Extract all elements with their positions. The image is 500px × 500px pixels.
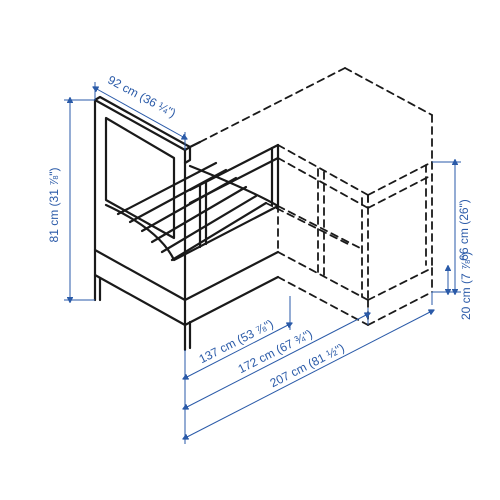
dim-length-1: 137 cm (53 ⅞") [185, 296, 290, 384]
bed-solid [95, 97, 278, 350]
dim-clear-label: 20 cm (7 ⅞") [459, 252, 473, 320]
dimension-drawing: 92 cm (36 ¼") 81 cm (31 ⅞") 137 cm (53 ⅞… [0, 0, 500, 500]
dim-railh-label: 66 cm (26") [457, 199, 471, 261]
dim-height-label: 81 cm (31 ⅞") [47, 168, 61, 243]
dim-height: 81 cm (31 ⅞") [47, 100, 95, 300]
dim-length-3: 207 cm (81 ½") [185, 292, 432, 444]
dim-clearance: 20 cm (7 ⅞") [448, 252, 473, 320]
bed-extensions-dashed [200, 68, 432, 325]
